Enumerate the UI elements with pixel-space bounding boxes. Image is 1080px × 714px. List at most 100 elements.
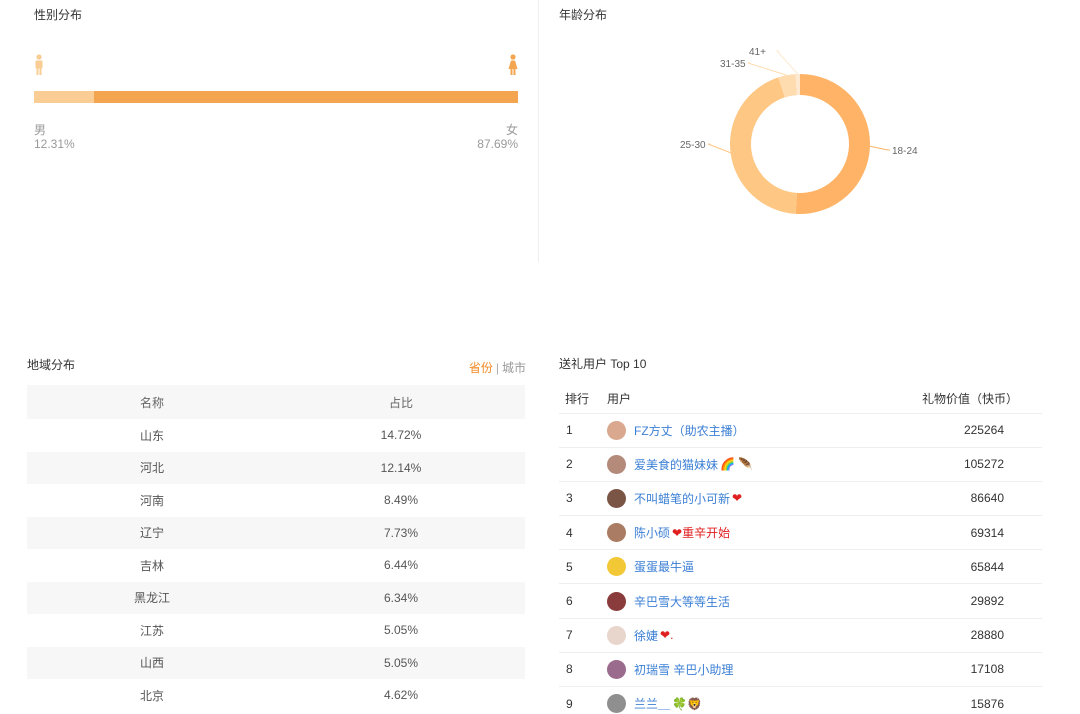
table-row: 2 爱美食的猫妹妹 🌈 🪶 105272 xyxy=(559,447,1042,482)
donut-label: 25-30 xyxy=(680,140,706,151)
avatar[interactable] xyxy=(607,625,626,645)
table-row: 河北 12.14% xyxy=(27,451,525,484)
user-name-link[interactable]: 爱美食的猫妹妹 xyxy=(634,457,719,472)
table-row: 辽宁 7.73% xyxy=(27,516,525,549)
rank-number: 5 xyxy=(559,549,607,585)
avatar[interactable] xyxy=(607,557,626,577)
gift-value: 65844 xyxy=(845,549,1042,585)
user-cell: 辛巴雪大等等生活 xyxy=(607,583,846,619)
avatar[interactable] xyxy=(607,523,626,543)
user-name-link[interactable]: 辛巴雪大等等生活 xyxy=(634,594,731,609)
rank-number: 2 xyxy=(559,447,607,482)
province-toggle[interactable]: 省份 xyxy=(468,361,493,375)
table-row: 江苏 5.05% xyxy=(27,614,525,647)
region-name: 山西 xyxy=(27,646,277,679)
female-percentage: 87.69% xyxy=(477,137,518,151)
table-row: 山西 5.05% xyxy=(27,646,525,679)
rank-number: 7 xyxy=(559,618,607,653)
user-name-link[interactable]: 陈小硕 xyxy=(634,526,671,541)
user-name-link[interactable]: FZ方丈（助农主播） xyxy=(634,423,745,438)
gift-title: 送礼用户 Top 10 xyxy=(559,357,647,371)
user-name-link[interactable]: 兰兰＿ xyxy=(634,697,671,712)
user-name-link[interactable]: 徐婕 xyxy=(634,628,659,643)
user-emoji: ❤. xyxy=(660,628,674,643)
table-row: 1 FZ方丈（助农主播） 225264 xyxy=(559,413,1042,448)
user-name-link[interactable]: 初瑞雪 辛巴小助理 xyxy=(634,662,734,677)
user-cell: FZ方丈（助农主播） xyxy=(607,413,846,448)
user-cell: 陈小硕 ❤重辛开始 xyxy=(607,515,846,551)
region-ratio: 7.73% xyxy=(277,516,525,549)
region-name: 河北 xyxy=(27,451,277,484)
male-percentage: 12.31% xyxy=(34,137,75,151)
table-row: 山东 14.72% xyxy=(27,419,525,452)
user-cell: 蛋蛋最牛逼 xyxy=(607,549,846,585)
column-header-ratio: 占比 xyxy=(277,385,525,419)
region-ratio: 4.62% xyxy=(383,688,419,703)
user-cell: 初瑞雪 辛巴小助理 xyxy=(607,652,846,688)
user-cell: 爱美食的猫妹妹 🌈 🪶 xyxy=(607,447,846,482)
region-name: 吉林 xyxy=(139,558,164,573)
panel-divider xyxy=(538,0,539,262)
donut-leader-line xyxy=(775,50,799,75)
avatar[interactable] xyxy=(607,694,626,714)
table-row: 黑龙江 6.34% xyxy=(27,581,525,614)
donut-slice-18-24[interactable] xyxy=(795,74,870,214)
region-name: 辽宁 xyxy=(27,516,277,549)
avatar[interactable] xyxy=(607,488,626,508)
avatar[interactable] xyxy=(607,454,626,474)
table-row: 北京 4.62% xyxy=(27,679,525,712)
region-name: 河南 xyxy=(139,493,164,508)
gift-value: 69314 xyxy=(845,515,1042,551)
female-label: 女 xyxy=(505,123,518,137)
region-name: 江苏 xyxy=(139,623,164,638)
table-row: 5 蛋蛋最牛逼 65844 xyxy=(559,549,1042,585)
user-cell: 不叫蜡笔的小可新 ❤ xyxy=(607,481,846,517)
region-ratio: 6.44% xyxy=(383,558,419,573)
rank-number: 3 xyxy=(559,481,607,517)
avatar[interactable] xyxy=(607,591,626,611)
male-share-fill xyxy=(34,91,94,103)
gift-value: 29892 xyxy=(845,583,1042,619)
region-toggle: 省份 | 城市 xyxy=(469,359,526,376)
donut-leader-line xyxy=(707,143,731,154)
user-cell: 兰兰＿ 🍀🦁 xyxy=(607,686,846,714)
user-cell: 徐婕 ❤. xyxy=(607,618,846,653)
table-row: 4 陈小硕 ❤重辛开始 69314 xyxy=(559,515,1042,551)
region-ratio: 12.14% xyxy=(277,451,525,484)
donut-label: 18-24 xyxy=(892,146,918,157)
donut-slice-41+[interactable] xyxy=(795,74,800,96)
male-label: 男 xyxy=(34,123,47,137)
rank-number: 6 xyxy=(559,583,607,619)
gender-title: 性别分布 xyxy=(34,8,83,22)
table-row: 河南 8.49% xyxy=(27,484,525,517)
gift-value: 105272 xyxy=(845,447,1042,482)
female-person-icon xyxy=(508,54,518,75)
column-header-rank: 排行 xyxy=(559,384,607,414)
region-name: 北京 xyxy=(139,688,164,703)
gender-ratio-bar xyxy=(34,91,518,103)
region-name: 山东 xyxy=(139,428,164,443)
column-header-name: 名称 xyxy=(27,385,277,419)
region-table: 名称 占比 山东 14.72% 河北 12.14% 河南 8.49% 辽宁 7.73% 吉林 6.… xyxy=(27,385,525,712)
user-name-link[interactable]: 蛋蛋最牛逼 xyxy=(634,560,695,575)
avatar[interactable] xyxy=(607,420,626,440)
region-ratio: 8.49% xyxy=(383,493,419,508)
toggle-separator: | xyxy=(495,361,499,375)
donut-label: 41+ xyxy=(749,47,766,58)
rank-number: 8 xyxy=(559,652,607,688)
region-name: 黑龙江 xyxy=(27,581,277,614)
donut-slice-31-35[interactable] xyxy=(778,74,797,98)
donut-label: 31-35 xyxy=(720,59,746,70)
user-name-link[interactable]: 不叫蜡笔的小可新 xyxy=(634,491,731,506)
male-person-icon xyxy=(35,54,43,75)
table-row: 吉林 6.44% xyxy=(27,549,525,582)
avatar[interactable] xyxy=(607,659,626,679)
region-title: 地域分布 xyxy=(27,358,76,372)
donut-leader-line xyxy=(869,145,890,151)
rank-number: 4 xyxy=(559,515,607,551)
donut-slice-25-30[interactable] xyxy=(729,77,797,214)
city-toggle[interactable]: 城市 xyxy=(501,361,526,375)
donut-leader-line xyxy=(747,62,788,76)
column-header-gift-value: 礼物价值（快币） xyxy=(845,384,1042,414)
gift-value: 28880 xyxy=(845,618,1042,653)
